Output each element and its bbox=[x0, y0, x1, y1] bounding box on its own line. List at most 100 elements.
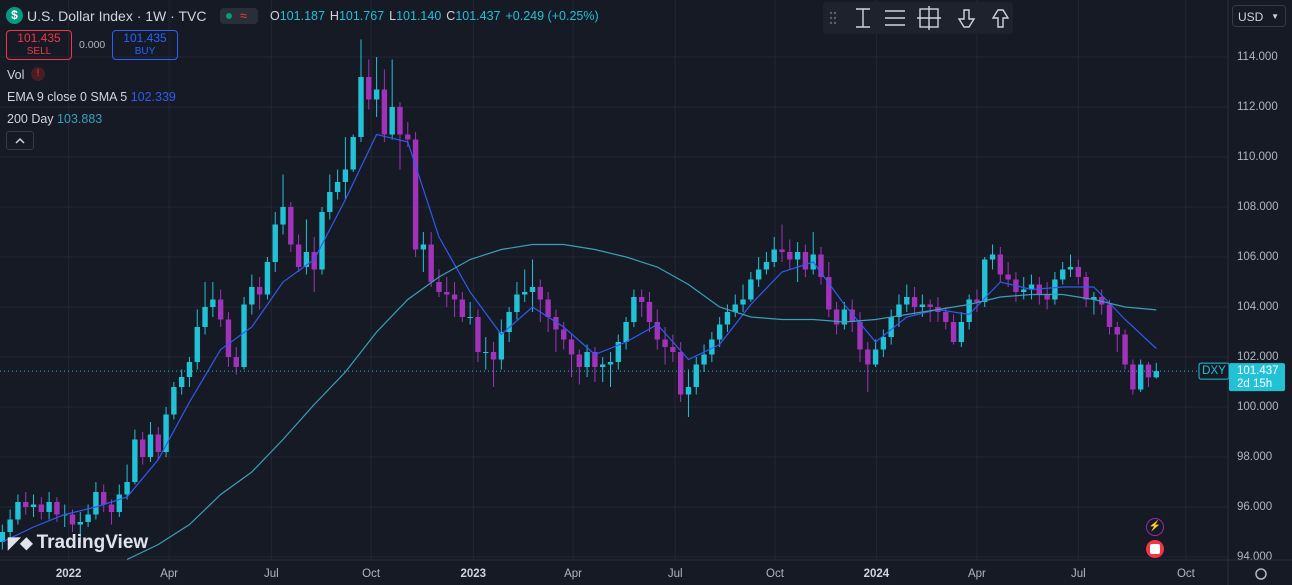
candle-body bbox=[444, 292, 450, 295]
candle-body bbox=[139, 439, 146, 457]
candle-body bbox=[100, 492, 107, 505]
x-tick-label: Apr bbox=[968, 568, 986, 580]
candle-body bbox=[685, 387, 692, 395]
candle-body bbox=[54, 502, 60, 515]
candle-body bbox=[366, 77, 372, 100]
candle-body bbox=[256, 287, 263, 295]
logo: ◤◆ TradingView bbox=[8, 532, 149, 553]
candle-body bbox=[826, 277, 832, 310]
candle-body bbox=[529, 287, 536, 292]
candle-body bbox=[171, 387, 177, 415]
price-tag-countdown: 2d 15h bbox=[1237, 378, 1272, 390]
events-icon[interactable]: ⚡ bbox=[1146, 518, 1164, 536]
candle-body bbox=[498, 332, 505, 360]
symbol-title[interactable]: U.S. Dollar Index · 1W · TVC bbox=[27, 8, 207, 24]
candle-body bbox=[1028, 284, 1035, 290]
candle-body bbox=[350, 137, 356, 170]
candle-body bbox=[38, 504, 45, 512]
buy-button[interactable]: 101.435 BUY bbox=[112, 30, 178, 60]
candle-body bbox=[280, 207, 286, 225]
candle-body bbox=[93, 492, 99, 515]
ema-legend: EMA 9 close 0 SMA 5 102.339 bbox=[7, 90, 176, 104]
candle-body bbox=[85, 514, 91, 522]
candle-body bbox=[958, 322, 965, 342]
text-tool[interactable] bbox=[856, 8, 870, 28]
candle-body bbox=[397, 107, 403, 135]
candle-body bbox=[0, 532, 6, 542]
candle-body bbox=[69, 514, 76, 525]
candle-body bbox=[748, 279, 754, 300]
candle-body bbox=[288, 207, 294, 245]
x-tick-label: Oct bbox=[766, 568, 785, 580]
candle-body bbox=[381, 89, 388, 135]
candle-body bbox=[1075, 267, 1082, 277]
y-tick-label: 102.000 bbox=[1237, 351, 1279, 363]
candle-body bbox=[568, 339, 575, 355]
candle-body bbox=[506, 312, 512, 332]
candle-body bbox=[467, 317, 473, 318]
candle-body bbox=[599, 364, 606, 367]
symbol-tag-label: DXY bbox=[1202, 365, 1226, 377]
candle-body bbox=[638, 297, 645, 302]
lines-tool[interactable] bbox=[885, 10, 905, 26]
ema-name: EMA 9 close 0 SMA 5 bbox=[7, 90, 128, 104]
candle-body bbox=[584, 352, 590, 367]
candle-body bbox=[911, 297, 918, 307]
ohlc-key: L bbox=[389, 9, 397, 23]
candle-body bbox=[436, 282, 442, 292]
x-tick-label: Oct bbox=[1177, 568, 1196, 580]
candle-body bbox=[833, 309, 840, 325]
candle-body bbox=[989, 254, 996, 260]
ohlc-change: +0.249 (+0.25%) bbox=[505, 9, 599, 23]
buy-label: BUY bbox=[134, 46, 156, 57]
toolbar-icons bbox=[829, 6, 1010, 30]
candle-body bbox=[561, 329, 567, 340]
candle-body bbox=[303, 252, 310, 267]
candle-body bbox=[1130, 364, 1136, 390]
candle-body bbox=[405, 134, 411, 140]
candle-body bbox=[1098, 297, 1105, 305]
candle-body bbox=[927, 304, 933, 307]
candle-body bbox=[553, 317, 559, 330]
ema-value: 102.339 bbox=[130, 90, 176, 104]
ohlc-key: H bbox=[329, 9, 339, 23]
sell-price: 101.435 bbox=[17, 31, 61, 45]
x-tick-label: 2023 bbox=[460, 568, 486, 580]
candle-body bbox=[459, 299, 466, 317]
candle-body bbox=[522, 292, 528, 295]
sell-button[interactable]: 101.435 SELL bbox=[6, 30, 72, 60]
candle-body bbox=[716, 324, 723, 340]
mode-icon: ≈ bbox=[240, 8, 248, 23]
spread: 0.000 bbox=[79, 39, 106, 51]
candle-body bbox=[7, 519, 13, 532]
x-tick-label: 2022 bbox=[56, 568, 82, 580]
candle-body bbox=[147, 434, 154, 457]
ohlc-key: O bbox=[270, 9, 280, 23]
candle-body bbox=[155, 434, 161, 452]
arrow-up-tool[interactable] bbox=[991, 9, 1010, 28]
candle-body bbox=[483, 352, 489, 353]
ma-value: 103.883 bbox=[57, 112, 103, 126]
x-tick-label: Oct bbox=[362, 568, 381, 580]
y-tick-label: 106.000 bbox=[1237, 251, 1279, 263]
candle-body bbox=[732, 304, 738, 312]
x-tick-label: Apr bbox=[160, 568, 178, 580]
settings-icon[interactable] bbox=[1255, 568, 1267, 580]
arrow-down-tool[interactable] bbox=[957, 9, 976, 28]
vol-alert[interactable]: ! bbox=[31, 67, 45, 81]
candle-body bbox=[1122, 334, 1128, 365]
candle-body bbox=[1036, 284, 1043, 295]
logo-text: TradingView bbox=[36, 532, 149, 553]
sell-label: SELL bbox=[26, 46, 52, 57]
collapse-button[interactable] bbox=[6, 131, 34, 150]
candle-body bbox=[202, 307, 208, 327]
y-tick-label: 100.000 bbox=[1237, 401, 1279, 413]
currency-select[interactable]: USD ▼ bbox=[1232, 5, 1286, 27]
candle-body bbox=[537, 287, 544, 300]
buy-price: 101.435 bbox=[123, 31, 167, 45]
economic-events-icon[interactable] bbox=[1146, 540, 1164, 558]
status-badge[interactable]: ≈ bbox=[220, 8, 258, 24]
candle-body bbox=[1067, 267, 1074, 270]
candle-body bbox=[1060, 269, 1066, 280]
